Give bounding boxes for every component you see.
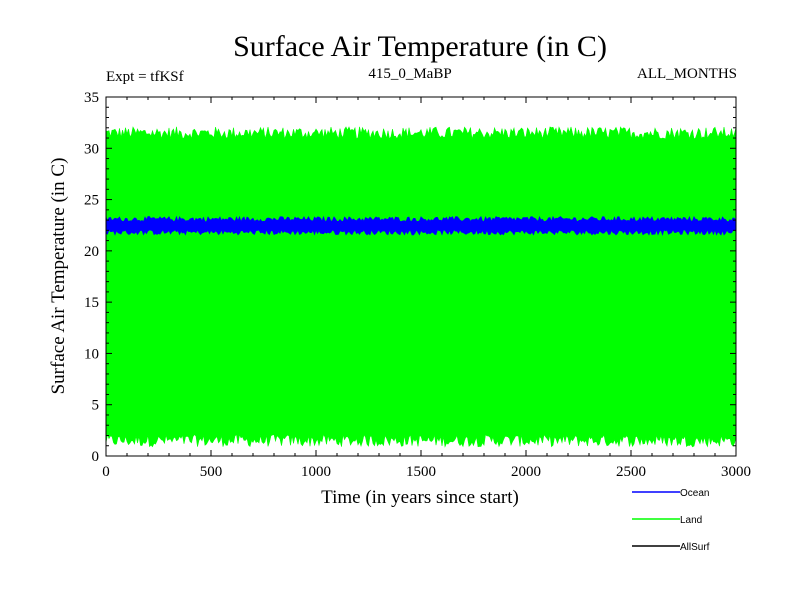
x-tick-label: 2500 bbox=[616, 464, 646, 480]
legend-label-ocean: Ocean bbox=[680, 488, 709, 499]
x-tick-label: 1000 bbox=[301, 464, 331, 480]
x-axis-label: Time (in years since start) bbox=[321, 487, 519, 508]
plot-area bbox=[105, 126, 737, 448]
y-axis-label: Surface Air Temperature (in C) bbox=[48, 158, 69, 395]
axes: 0 500 1000 1500 2000 2500 3000 0 5 10 15 20 25 30 35 bbox=[84, 90, 751, 480]
x-tick-label: 0 bbox=[102, 464, 110, 480]
y-tick-label: 35 bbox=[84, 90, 99, 106]
x-tick-label: 2000 bbox=[511, 464, 541, 480]
months-label: ALL_MONTHS bbox=[637, 66, 737, 82]
x-tick-label: 1500 bbox=[406, 464, 436, 480]
legend-label-land: Land bbox=[680, 515, 702, 526]
y-tick-label: 30 bbox=[84, 141, 99, 157]
experiment-label: Expt = tfKSf bbox=[106, 69, 184, 85]
series-land-band bbox=[105, 126, 737, 448]
y-tick-label: 15 bbox=[84, 295, 99, 311]
y-tick-label: 20 bbox=[84, 244, 99, 260]
y-tick-label: 0 bbox=[92, 449, 100, 465]
y-tick-label: 10 bbox=[84, 346, 99, 362]
x-tick-label: 3000 bbox=[721, 464, 751, 480]
legend-label-allsurf: AllSurf bbox=[680, 542, 710, 553]
period-label: 415_0_MaBP bbox=[368, 66, 451, 82]
chart-title: Surface Air Temperature (in C) bbox=[233, 30, 607, 63]
x-tick-label: 500 bbox=[200, 464, 223, 480]
legend: Ocean Land AllSurf bbox=[632, 488, 710, 553]
y-tick-label: 5 bbox=[92, 398, 100, 414]
y-tick-label: 25 bbox=[84, 193, 99, 209]
